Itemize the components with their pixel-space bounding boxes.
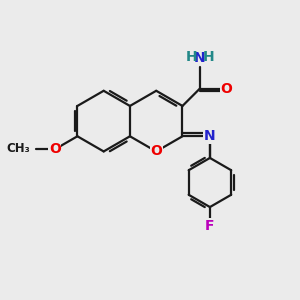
Text: O: O [220, 82, 232, 96]
Text: CH₃: CH₃ [6, 142, 30, 155]
Text: N: N [204, 129, 216, 143]
Text: H: H [203, 50, 214, 64]
Text: N: N [194, 51, 206, 64]
Text: F: F [205, 219, 215, 233]
Text: H: H [185, 50, 197, 64]
Text: O: O [150, 144, 162, 158]
Text: O: O [49, 142, 61, 156]
